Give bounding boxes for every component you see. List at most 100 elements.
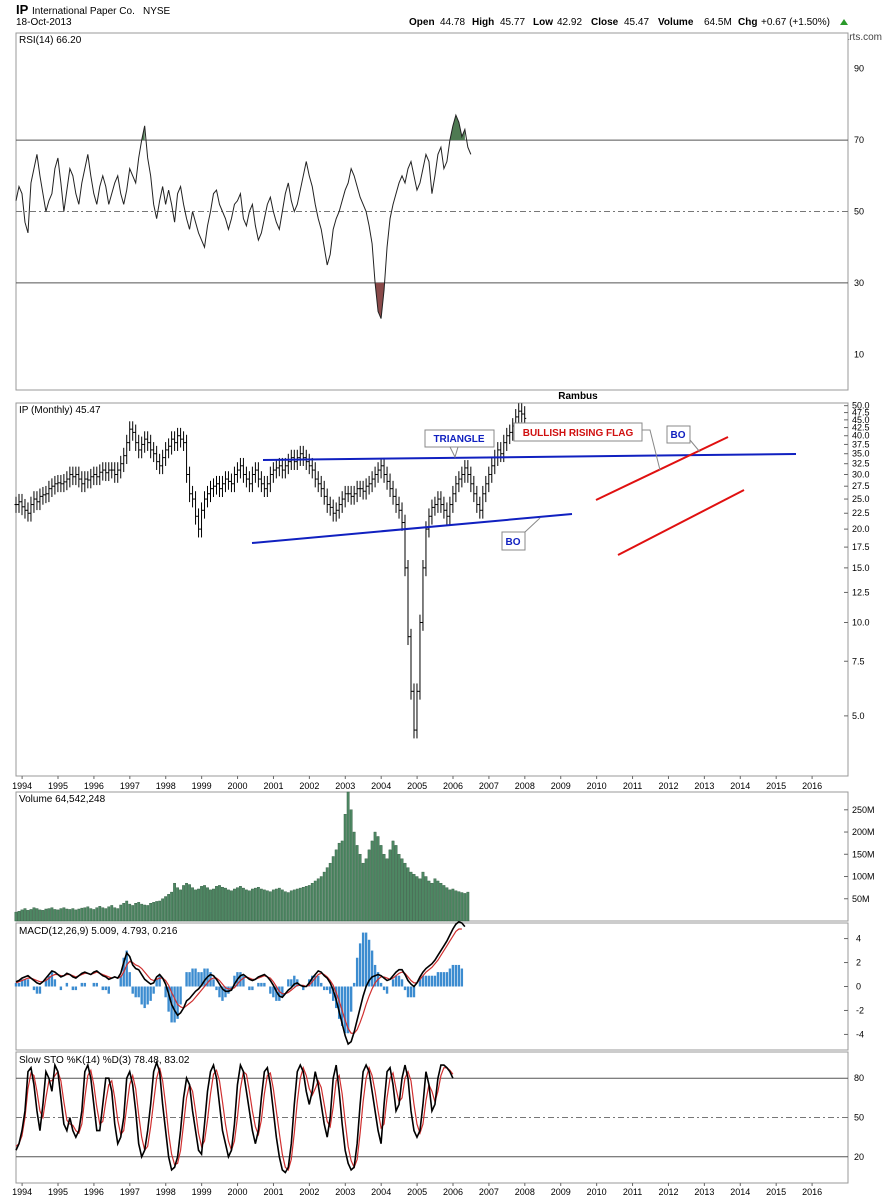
volume-bar xyxy=(56,909,60,922)
volume-bar xyxy=(379,845,383,922)
volume-bar xyxy=(146,905,150,922)
volume-bar xyxy=(17,911,21,922)
macd-histogram-bar xyxy=(134,986,137,998)
volume-panel: 50M 100M 150M 200M 250M Volume 64,542,248 xyxy=(14,791,875,922)
volume-bar xyxy=(194,889,197,922)
year-label: 2008 xyxy=(515,1187,535,1197)
year-label: 1994 xyxy=(12,1187,32,1197)
high-value: 45.77 xyxy=(500,17,525,28)
volume-bar xyxy=(185,882,188,922)
volume-bar xyxy=(274,888,278,922)
chart-date: 18-Oct-2013 xyxy=(16,17,72,28)
volume-title: Volume 64,542,248 xyxy=(19,794,106,805)
volume-bar xyxy=(460,892,464,922)
volume-bar xyxy=(35,908,39,922)
volume-bar xyxy=(44,908,48,922)
volume-bar xyxy=(176,887,179,922)
volume-bar xyxy=(182,885,185,922)
macd-histogram-bar xyxy=(131,986,134,994)
year-label: 1998 xyxy=(156,781,176,791)
volume-bar xyxy=(95,907,99,922)
macd-histogram-bar xyxy=(293,975,296,987)
year-label: 2012 xyxy=(658,781,678,791)
macd-histogram-bar xyxy=(200,972,203,987)
volume-bar xyxy=(71,908,75,922)
macd-histogram-bar xyxy=(143,986,146,1009)
open-value: 44.78 xyxy=(440,17,465,28)
flag-upper-line xyxy=(595,436,729,501)
macd-histogram-bar xyxy=(227,986,230,994)
macd-histogram-bar xyxy=(314,975,317,987)
year-label: 2008 xyxy=(515,781,535,791)
low-label: Low xyxy=(533,17,553,28)
macd-histogram-bar xyxy=(125,950,128,987)
volume-bar xyxy=(277,887,281,922)
macd-histogram-bar xyxy=(221,986,224,1001)
exchange-name: NYSE xyxy=(143,6,171,17)
year-label: 2011 xyxy=(623,781,642,791)
flag-label: BULLISH RISING FLAG xyxy=(523,428,634,439)
volume-bar xyxy=(47,908,51,922)
year-label: 2002 xyxy=(299,1187,319,1197)
volume-bar xyxy=(376,836,380,922)
volume-bar xyxy=(149,903,153,922)
volume-bar xyxy=(430,882,434,922)
volume-bar xyxy=(403,862,407,922)
price-tick-label: 10.0 xyxy=(852,617,870,627)
macd-histogram-bar xyxy=(436,972,440,987)
macd-histogram-bar xyxy=(427,975,431,987)
volume-bar xyxy=(197,888,200,922)
volume-bar xyxy=(343,814,347,922)
macd-histogram-bar xyxy=(242,975,245,987)
macd-histogram-bar xyxy=(167,986,170,1012)
triangle-upper-line xyxy=(262,453,797,461)
volume-bar xyxy=(227,889,230,922)
macd-histogram-bar xyxy=(379,982,383,987)
volume-bar xyxy=(322,871,326,922)
breakout-callout-1: BO xyxy=(501,517,541,551)
volume-bar xyxy=(397,854,401,922)
volume-bar xyxy=(286,892,290,922)
macd-histogram-bar xyxy=(95,982,98,987)
macd-histogram-bar xyxy=(248,986,251,991)
macd-histogram-bar xyxy=(140,986,143,1005)
macd-histogram-bar xyxy=(343,986,347,1034)
macd-histogram-bar xyxy=(107,986,110,994)
volume-bar xyxy=(26,910,30,922)
macd-histogram-bar xyxy=(367,939,371,987)
volume-bar xyxy=(370,840,374,922)
year-label: 2006 xyxy=(443,1187,463,1197)
volume-bar xyxy=(38,909,42,922)
macd-histogram-bar xyxy=(323,986,326,991)
macd-histogram-bar xyxy=(158,975,161,987)
year-label: 2006 xyxy=(443,781,463,791)
macd-histogram-bar xyxy=(346,986,350,1034)
macd-histogram-bar xyxy=(26,979,30,987)
volume-bar xyxy=(50,907,54,922)
volume-bar xyxy=(140,903,144,922)
volume-bar xyxy=(65,908,69,922)
year-label: 2011 xyxy=(623,1187,642,1197)
year-label: 2014 xyxy=(730,1187,750,1197)
price-tick-label: 20.0 xyxy=(852,524,870,534)
macd-histogram-bar xyxy=(439,972,443,987)
macd-histogram-bar xyxy=(412,986,416,998)
macd-histogram-bar xyxy=(320,982,323,987)
volume-bar xyxy=(104,908,108,922)
price-title: IP (Monthly) 45.47 xyxy=(19,405,101,416)
ticker-symbol: IP xyxy=(16,2,29,17)
volume-tick-label: 100M xyxy=(852,872,875,882)
volume-bar xyxy=(212,888,215,922)
macd-histogram-bar xyxy=(272,986,275,998)
volume-bar xyxy=(442,885,446,922)
volume-bar xyxy=(289,890,293,922)
volume-bar xyxy=(298,887,302,922)
low-value: 42.92 xyxy=(557,17,582,28)
macd-histogram-bar xyxy=(326,986,329,991)
volume-bar xyxy=(457,891,461,922)
rsi-tick-label: 90 xyxy=(854,64,864,74)
volume-bar xyxy=(224,887,227,922)
year-label: 2003 xyxy=(335,781,355,791)
year-label: 2016 xyxy=(802,1187,822,1197)
